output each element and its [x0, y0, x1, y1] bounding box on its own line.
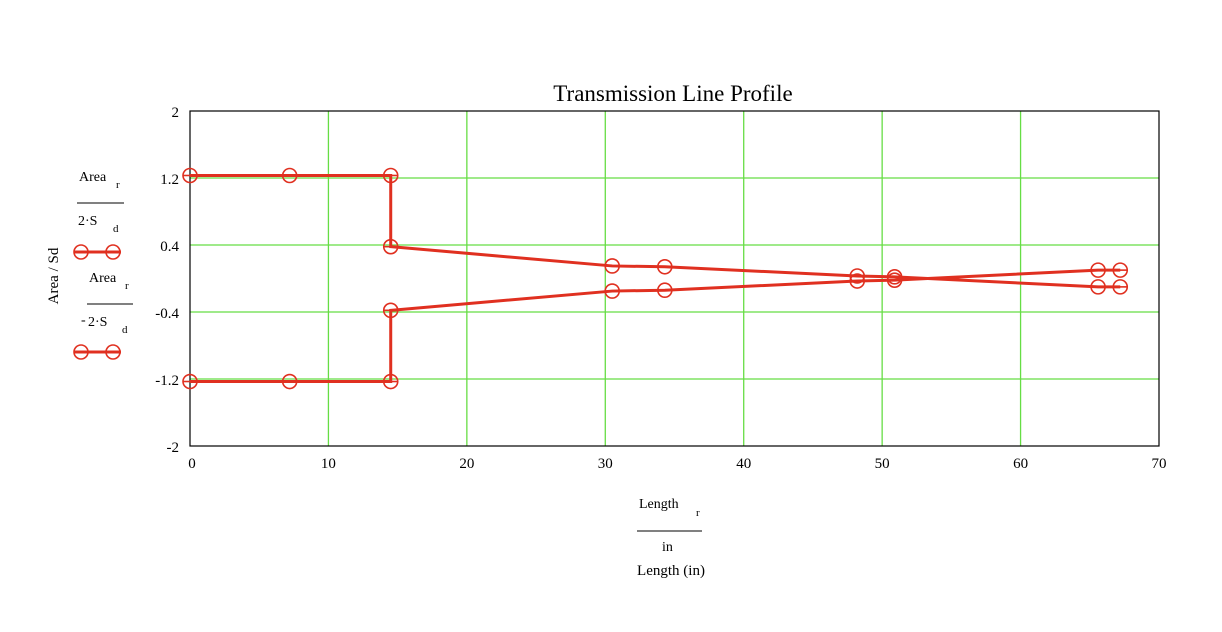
y-tick-label-3: -0.4 — [155, 306, 179, 322]
legend-1-numerator-subscript: r — [116, 179, 120, 191]
legSym1-marker-1 — [105, 244, 121, 260]
y-tick-label-4: -1.2 — [155, 373, 179, 389]
grid — [190, 111, 1159, 446]
x-axis-expression: Length r in — [637, 497, 702, 555]
x-tick-label-7: 70 — [1152, 456, 1167, 472]
y-tick-label-0: 2 — [172, 105, 180, 121]
legSym2-marker-1 — [105, 344, 121, 360]
x-axis-label: Length (in) — [637, 563, 705, 579]
x-tick-label-2: 20 — [459, 456, 474, 472]
y-tick-label-2: 0.4 — [160, 239, 179, 255]
x-tick-label-6: 60 — [1013, 456, 1028, 472]
x-tick-label-5: 50 — [875, 456, 890, 472]
series-1-line — [190, 173, 1121, 289]
plot-frame — [189, 110, 1160, 447]
legend-2-symbol — [73, 344, 121, 360]
legend-1-denominator: 2·S — [78, 214, 97, 229]
x-tick-label-4: 40 — [736, 456, 751, 472]
legend-2-numerator-subscript: r — [125, 280, 129, 292]
series-2-line — [190, 268, 1121, 384]
chart-title: Transmission Line Profile — [553, 81, 792, 106]
legend-entry-2: - Area r 2·S d — [73, 271, 133, 360]
legSym1-marker-0 — [73, 244, 89, 260]
legend-2-sign: - — [81, 313, 86, 328]
x-tick-label-0: 0 — [188, 456, 196, 472]
legend-1-numerator: Area — [79, 170, 107, 185]
legend-2-numerator: Area — [89, 271, 117, 286]
y-tick-label-1: 1.2 — [160, 172, 179, 188]
x-expr-numerator-subscript: r — [696, 507, 700, 519]
series — [182, 167, 1129, 390]
legend-2-denominator: 2·S — [88, 315, 107, 330]
legend-entry-1: Area r 2·S d — [73, 170, 124, 260]
legSym2-marker-0 — [73, 344, 89, 360]
x-tick-label-1: 10 — [321, 456, 336, 472]
legend-1-symbol — [73, 244, 121, 260]
x-tick-label-3: 30 — [598, 456, 613, 472]
axis-ticks: 0 10 20 30 40 50 60 70 2 1.2 0.4 -0.4 -1.2 -2 — [155, 105, 1166, 472]
legend-1-denominator-subscript: d — [113, 223, 119, 235]
legend-2-denominator-subscript: d — [122, 324, 128, 336]
x-expr-numerator: Length — [639, 497, 679, 512]
y-axis-label: Area / Sd — [46, 247, 62, 304]
y-tick-label-5: -2 — [167, 440, 180, 456]
x-expr-denominator: in — [662, 540, 673, 555]
